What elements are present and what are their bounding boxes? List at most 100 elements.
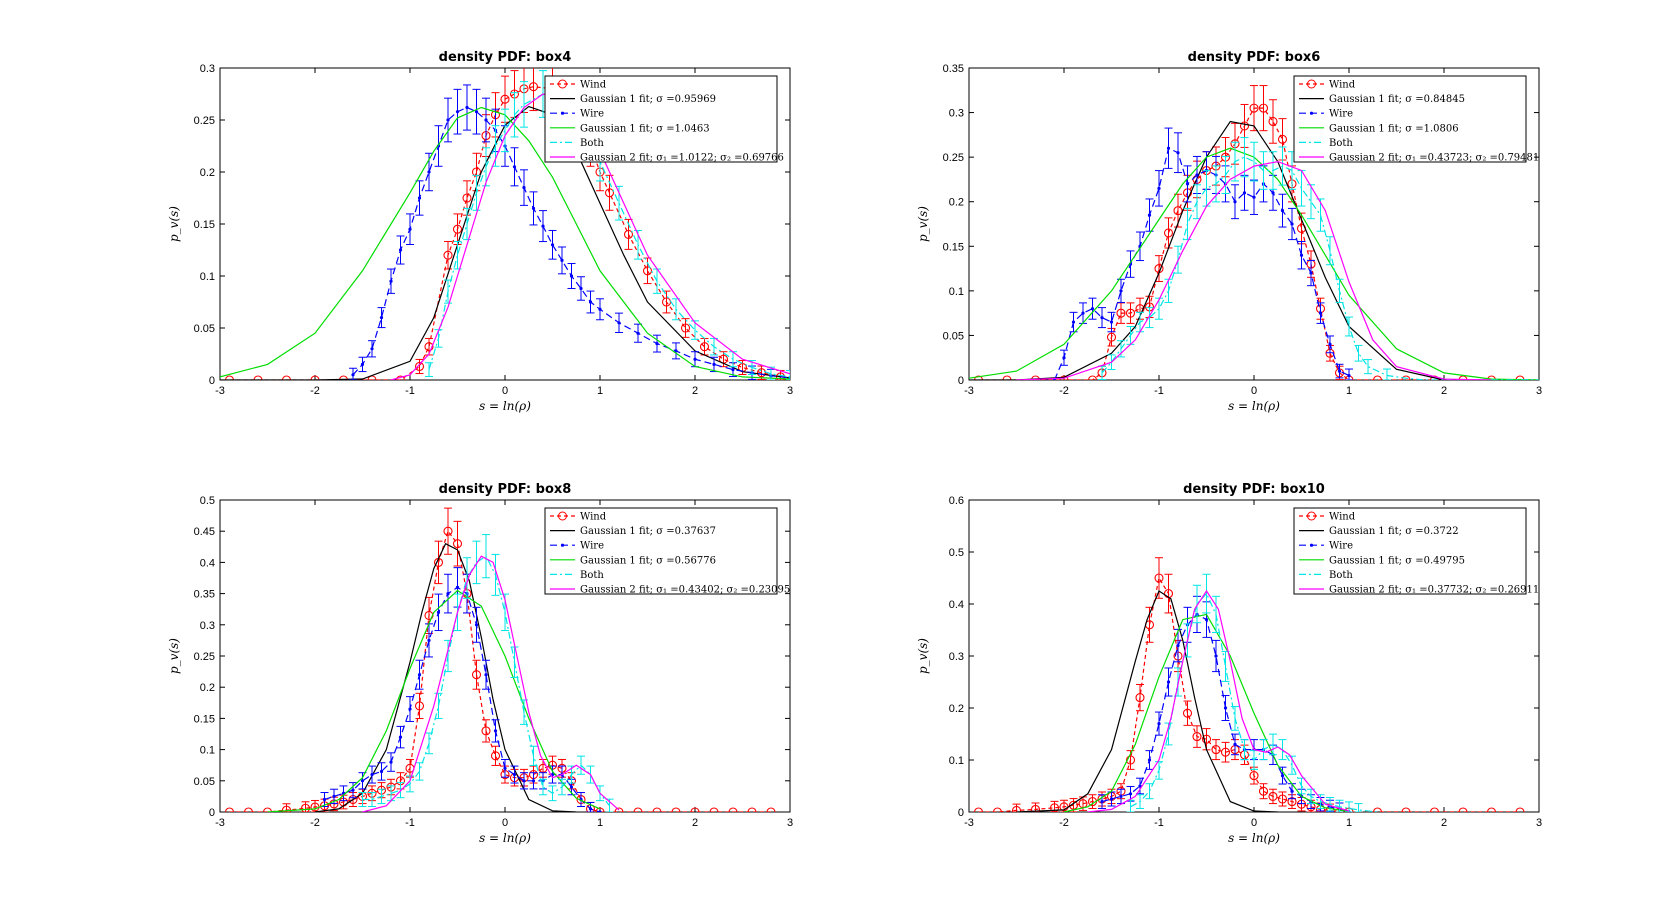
error-bar: [1136, 794, 1144, 809]
data-point: [484, 673, 488, 677]
chart-panel-2: density PDF: box6 -3 -2 -1 0 1 2 3 0 0.05 0.1 0.15 0…: [916, 50, 1542, 413]
error-bar: [1383, 368, 1391, 380]
data-point: [1030, 804, 1041, 812]
error-bar: [444, 279, 452, 304]
x-tick-label: -3: [964, 385, 974, 397]
x-tick-label: 2: [692, 817, 698, 829]
data-point: [351, 373, 355, 377]
data-point: [1090, 307, 1095, 311]
data-point: [1062, 356, 1066, 360]
error-bar: [1183, 207, 1192, 241]
error-bar: [1326, 236, 1334, 266]
data-point: [1328, 342, 1332, 346]
data-point: [443, 250, 453, 260]
error-bar: [1345, 316, 1353, 337]
data-point: [398, 735, 403, 739]
data-point: [1486, 375, 1497, 380]
y-tick-label: 0.35: [943, 63, 964, 75]
data-point: [633, 807, 643, 812]
legend-marker: [1307, 511, 1316, 521]
error-bar: [377, 788, 386, 805]
data-point: [1157, 186, 1161, 190]
error-bar: [311, 799, 319, 812]
legend-item: Gaussian 1 fit; σ =0.56776: [550, 555, 716, 566]
data-point: [1195, 173, 1199, 177]
x-tick-label: -1: [1154, 817, 1164, 829]
data-point: [1087, 375, 1098, 380]
legend-box: [1293, 507, 1527, 595]
data-point: [728, 807, 738, 812]
legend-label: Wire: [580, 541, 604, 552]
data-point: [1401, 375, 1411, 380]
error-bar: [444, 240, 452, 270]
data-point: [693, 357, 697, 361]
data-point: [1211, 745, 1221, 755]
legend-marker: [560, 543, 565, 547]
series-line-gaussian-1-fit-0-56776: [267, 589, 601, 812]
legend-item: Wire: [550, 109, 604, 120]
error-bar: [434, 540, 443, 585]
data-point: [1192, 732, 1202, 742]
series-line-wind: [978, 107, 1520, 380]
data-point: [379, 769, 384, 774]
x-tick-label: 1: [597, 817, 603, 829]
data-point: [224, 375, 235, 380]
y-tick-label: 0.15: [943, 241, 964, 253]
error-bar: [463, 207, 471, 241]
data-point: [1252, 195, 1256, 199]
error-bar: [1307, 184, 1315, 220]
error-bar: [1221, 741, 1230, 763]
legend-label: Both: [1329, 138, 1353, 149]
data-point: [1372, 375, 1383, 380]
data-point: [436, 610, 441, 614]
error-bar: [1354, 344, 1363, 362]
legend-item: Wire: [1299, 109, 1353, 120]
y-tick-label: 0: [958, 375, 964, 387]
legend-label: Gaussian 1 fit; σ =0.56776: [580, 555, 716, 566]
y-tick-label: 0.1: [200, 745, 215, 757]
legend-box: [1293, 75, 1527, 163]
data-point: [493, 729, 498, 733]
error-bar: [1354, 803, 1363, 812]
data-point: [427, 170, 431, 174]
legend-item: Wind: [550, 79, 607, 91]
data-point: [1515, 375, 1525, 380]
data-point: [731, 368, 735, 372]
x-tick-label: 2: [1441, 817, 1447, 829]
data-point: [512, 165, 517, 169]
data-point: [455, 110, 460, 114]
y-tick-label: 0.3: [200, 620, 215, 632]
legend-label: Wind: [1329, 80, 1356, 91]
y-tick-label: 0: [209, 375, 215, 387]
legend-label: Gaussian 1 fit; σ =0.49795: [1329, 555, 1465, 566]
legend-item: Wind: [1299, 511, 1356, 523]
data-point: [1337, 369, 1342, 373]
y-tick-label: 0.4: [949, 599, 964, 611]
legend-label: Gaussian 2 fit; σ₁ =0.43402; σ₂ =0.23095: [580, 585, 790, 596]
series-line-gaussian-2-fit-0-43723-0-79481: [1016, 160, 1492, 380]
data-point: [1100, 316, 1104, 320]
legend-item: Both: [1299, 138, 1353, 149]
error-bar: [434, 692, 443, 720]
data-point: [1059, 375, 1069, 380]
error-bar: [1193, 584, 1201, 624]
series-line-gaussian-1-fit-0-37637: [314, 542, 577, 812]
y-tick-label: 0.1: [949, 755, 964, 767]
error-bar: [1183, 700, 1192, 726]
y-tick-label: 0.25: [943, 152, 964, 164]
error-bar: [472, 540, 481, 585]
data-point: [1135, 693, 1145, 703]
data-point: [1401, 807, 1411, 812]
x-tick-label: 3: [1536, 817, 1542, 829]
data-point: [1049, 803, 1060, 812]
y-tick-label: 0.15: [194, 713, 215, 725]
data-point: [1116, 308, 1126, 318]
data-point: [1280, 774, 1285, 778]
error-bar: [1155, 297, 1163, 320]
error-bar: [1269, 151, 1277, 190]
data-point: [623, 229, 634, 239]
data-point: [595, 807, 605, 812]
data-point: [379, 316, 384, 320]
data-point: [652, 807, 662, 812]
x-tick-label: -1: [1154, 385, 1164, 397]
